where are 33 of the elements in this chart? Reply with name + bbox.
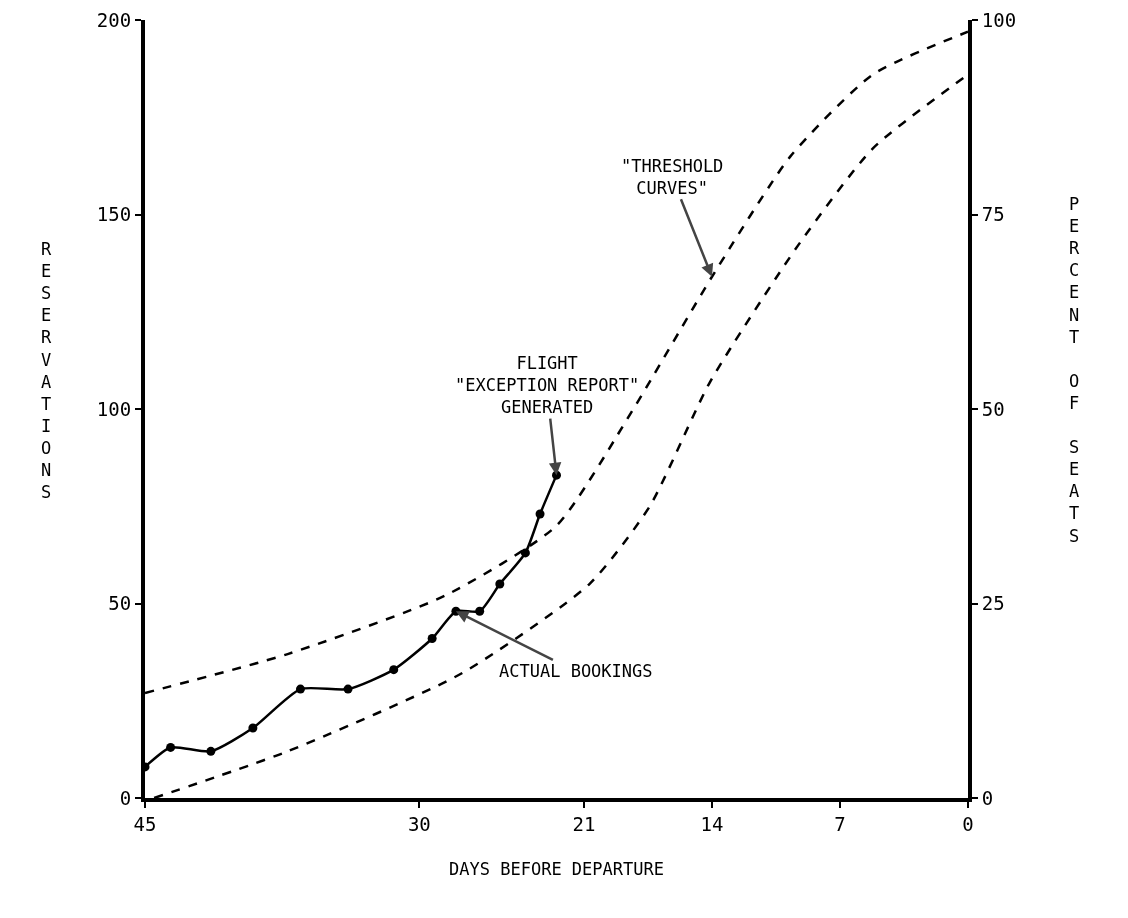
point xyxy=(295,684,305,694)
x-axis-title: DAYS BEFORE DEPARTURE xyxy=(449,858,664,879)
point xyxy=(427,634,437,644)
point xyxy=(166,742,176,752)
text: RESERVATIONS xyxy=(41,239,52,503)
y2-tick-label: 0 xyxy=(981,786,994,809)
point xyxy=(206,746,216,756)
y-tick-label: 200 xyxy=(96,8,132,31)
y-tick-label: 100 xyxy=(96,397,132,420)
y2-tick-label: 25 xyxy=(981,592,1005,615)
annotation: ACTUAL BOOKINGS xyxy=(499,661,653,681)
x-tick-label: 30 xyxy=(407,812,431,835)
point xyxy=(495,579,505,589)
y2-tick-label: 50 xyxy=(981,397,1005,420)
x-tick-label: 0 xyxy=(962,812,974,835)
point xyxy=(535,509,545,519)
y-tick-label: 50 xyxy=(108,592,132,615)
point xyxy=(389,665,399,675)
text: PERCENT OF SEATS xyxy=(1069,194,1080,546)
y2-tick-label: 75 xyxy=(981,203,1005,226)
x-tick-label: 7 xyxy=(834,812,846,835)
point xyxy=(520,548,530,558)
y-tick-label: 150 xyxy=(96,203,132,226)
point xyxy=(475,606,485,616)
point xyxy=(248,723,258,733)
x-tick-label: 45 xyxy=(133,812,157,835)
x-tick-label: 14 xyxy=(700,812,724,835)
annotation: "THRESHOLD CURVES" xyxy=(621,156,724,199)
point xyxy=(343,684,353,694)
annotation: FLIGHT "EXCEPTION REPORT" GENERATED xyxy=(455,353,640,418)
x-tick-label: 21 xyxy=(572,812,596,835)
y2-tick-label: 100 xyxy=(981,8,1017,31)
y-tick-label: 0 xyxy=(119,786,132,809)
